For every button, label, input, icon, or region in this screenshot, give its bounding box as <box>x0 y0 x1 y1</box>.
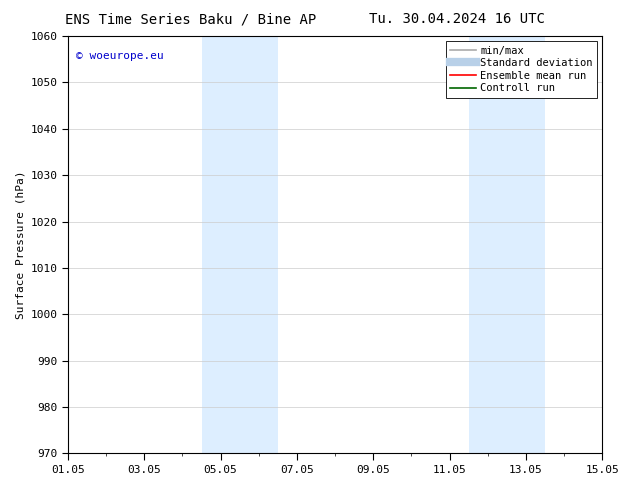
Text: Tu. 30.04.2024 16 UTC: Tu. 30.04.2024 16 UTC <box>368 12 545 26</box>
Y-axis label: Surface Pressure (hPa): Surface Pressure (hPa) <box>15 171 25 319</box>
Legend: min/max, Standard deviation, Ensemble mean run, Controll run: min/max, Standard deviation, Ensemble me… <box>446 41 597 98</box>
Bar <box>507 36 545 453</box>
Bar <box>469 36 507 453</box>
Bar <box>240 36 278 453</box>
Text: ENS Time Series Baku / Bine AP: ENS Time Series Baku / Bine AP <box>65 12 316 26</box>
Bar <box>202 36 240 453</box>
Text: © woeurope.eu: © woeurope.eu <box>76 51 164 61</box>
